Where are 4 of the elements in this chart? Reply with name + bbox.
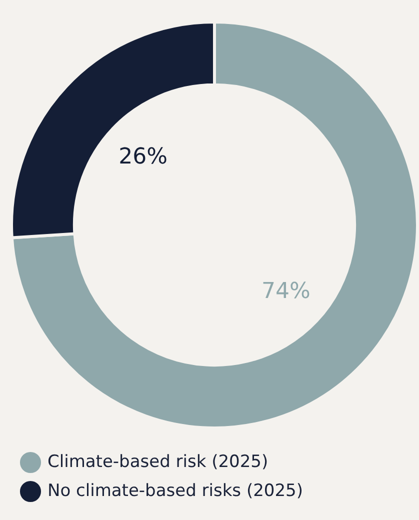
legend-label: Climate-based risk (2025) [48, 452, 268, 472]
data-label: 26% [118, 144, 168, 170]
data-label: 74% [262, 278, 310, 304]
legend-label: No climate-based risks (2025) [48, 480, 303, 501]
